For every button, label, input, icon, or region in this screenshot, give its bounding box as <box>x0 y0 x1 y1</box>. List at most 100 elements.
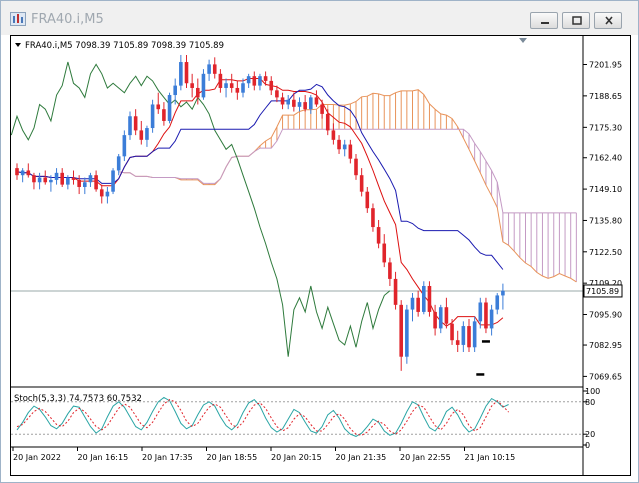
chart-area[interactable]: 7201.95 7188.65 7175.30 7162.40 7149.10 7135.… <box>10 35 631 476</box>
candle[interactable] <box>280 92 285 110</box>
candle[interactable] <box>286 95 290 110</box>
minimize-button[interactable] <box>530 12 558 29</box>
candle[interactable] <box>99 184 104 204</box>
candle[interactable] <box>54 168 59 185</box>
candle[interactable] <box>26 163 31 178</box>
candle[interactable] <box>484 297 488 334</box>
candle-body <box>190 83 194 88</box>
candle[interactable] <box>156 92 161 114</box>
candle[interactable] <box>444 297 449 329</box>
candle[interactable] <box>478 297 483 329</box>
candle[interactable] <box>489 304 494 336</box>
candle[interactable] <box>229 73 234 93</box>
candle[interactable] <box>60 168 64 187</box>
candle[interactable] <box>461 321 466 352</box>
candle[interactable] <box>292 92 296 112</box>
candle[interactable] <box>365 186 370 213</box>
candle[interactable] <box>405 304 409 364</box>
candle[interactable] <box>145 125 149 147</box>
candle[interactable] <box>348 139 353 164</box>
candle[interactable] <box>201 69 206 100</box>
candle[interactable] <box>43 170 48 185</box>
candle[interactable] <box>241 78 245 98</box>
candle[interactable] <box>133 109 138 136</box>
candle[interactable] <box>303 95 307 112</box>
candle[interactable] <box>20 168 25 183</box>
candle[interactable] <box>105 186 110 204</box>
candle[interactable] <box>275 85 279 103</box>
candle[interactable] <box>235 80 240 100</box>
chart-shift-marker[interactable] <box>519 38 527 43</box>
candle[interactable] <box>455 330 460 352</box>
candle[interactable] <box>331 123 336 145</box>
candle[interactable] <box>393 271 398 310</box>
candle[interactable] <box>167 92 172 124</box>
candle[interactable] <box>427 281 432 317</box>
candle[interactable] <box>139 120 144 145</box>
candle[interactable] <box>467 318 471 352</box>
candle[interactable] <box>325 109 330 136</box>
candle[interactable] <box>297 97 302 112</box>
candle[interactable] <box>83 177 87 195</box>
candle[interactable] <box>173 78 177 105</box>
candle[interactable] <box>258 73 262 91</box>
close-button[interactable] <box>594 12 622 29</box>
candle[interactable] <box>184 54 189 88</box>
candle[interactable] <box>246 73 251 88</box>
candle[interactable] <box>438 304 443 334</box>
candle-body <box>489 309 494 329</box>
candle[interactable] <box>309 95 313 114</box>
candle[interactable] <box>15 163 19 180</box>
symbol-dropdown-icon[interactable] <box>15 43 21 47</box>
price-tick-label: 7109.20 <box>589 279 622 288</box>
candle[interactable] <box>376 219 381 249</box>
candle[interactable] <box>433 304 437 336</box>
candle[interactable] <box>416 290 420 317</box>
candle-body <box>371 208 375 228</box>
candle[interactable] <box>162 102 166 126</box>
candle[interactable] <box>371 203 375 232</box>
price-chart-svg[interactable]: 7201.95 7188.65 7175.30 7162.40 7149.10 7135.… <box>10 36 630 475</box>
candlesticks[interactable] <box>15 54 505 371</box>
candle[interactable] <box>116 153 121 176</box>
candle[interactable] <box>32 172 36 190</box>
candle[interactable] <box>150 99 155 133</box>
candle[interactable] <box>128 111 132 140</box>
candle[interactable] <box>207 59 211 81</box>
candle[interactable] <box>122 130 127 162</box>
candle[interactable] <box>501 283 505 310</box>
candle[interactable] <box>450 318 454 345</box>
candle[interactable] <box>111 168 115 195</box>
candle[interactable] <box>388 257 392 286</box>
candle[interactable] <box>422 281 426 315</box>
candle[interactable] <box>218 69 223 93</box>
candle[interactable] <box>71 170 76 185</box>
candle[interactable] <box>359 168 364 197</box>
candle[interactable] <box>354 153 358 180</box>
restore-button[interactable] <box>562 12 590 29</box>
candle[interactable] <box>77 175 81 195</box>
candle[interactable] <box>399 300 403 371</box>
title-bar[interactable]: FRA40.i,M5 <box>1 1 638 35</box>
candle[interactable] <box>190 73 194 98</box>
candle[interactable] <box>337 135 341 154</box>
candle[interactable] <box>179 54 183 91</box>
candle[interactable] <box>495 293 500 315</box>
candle[interactable] <box>410 293 415 322</box>
candle[interactable] <box>320 99 324 119</box>
candle[interactable] <box>212 57 217 79</box>
candle[interactable] <box>342 139 347 157</box>
candle[interactable] <box>224 78 228 98</box>
candle[interactable] <box>88 172 93 187</box>
candle[interactable] <box>263 71 268 86</box>
candle[interactable] <box>472 316 477 352</box>
candle[interactable] <box>37 172 42 190</box>
candle[interactable] <box>252 71 257 91</box>
candle[interactable] <box>196 78 200 105</box>
candle[interactable] <box>49 175 53 192</box>
candle[interactable] <box>94 170 98 192</box>
candle[interactable] <box>314 90 319 107</box>
candle[interactable] <box>382 234 387 268</box>
candle[interactable] <box>269 76 274 96</box>
candle[interactable] <box>66 175 70 190</box>
